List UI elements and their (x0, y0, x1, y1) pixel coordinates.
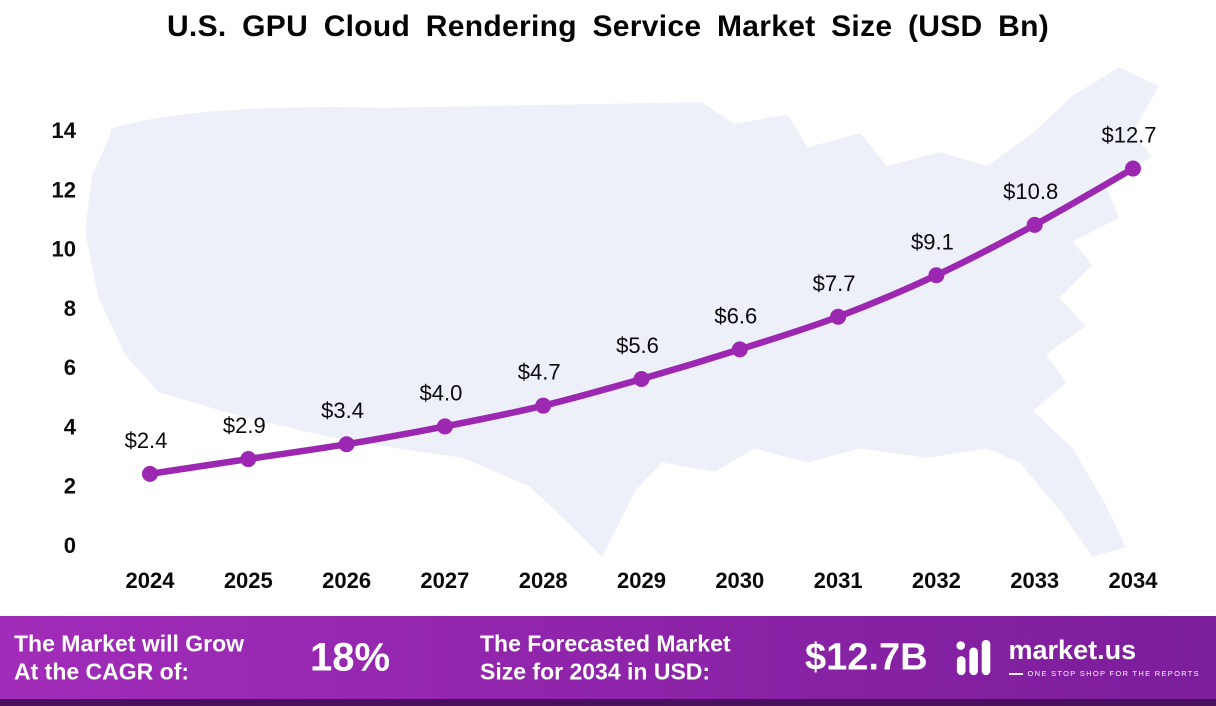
x-tick-label: 2031 (814, 568, 863, 593)
data-point (1125, 160, 1141, 177)
y-tick-label: 10 (52, 237, 76, 262)
data-point (830, 308, 847, 325)
x-tick-label: 2025 (224, 568, 273, 593)
us-map-shape (85, 67, 1159, 557)
x-tick-label: 2033 (1010, 568, 1059, 593)
cagr-label-line1: The Market will Grow (14, 629, 245, 656)
value-label: $2.9 (223, 413, 266, 438)
data-point (1026, 216, 1043, 233)
value-label: $6.6 (714, 303, 757, 328)
value-label: $3.4 (321, 398, 364, 423)
value-label: $12.7 (1101, 123, 1156, 148)
chart-container: U.S. GPU Cloud Rendering Service Market … (52, 10, 1159, 593)
brand-name: market.us (1008, 635, 1137, 665)
market-size-line (146, 165, 1137, 478)
data-point (142, 465, 158, 482)
brand-text: market.us ONE STOP SHOP FOR THE REPORTS (1008, 635, 1200, 678)
data-point (731, 341, 748, 358)
value-label: $10.8 (1003, 179, 1058, 204)
data-point (436, 418, 453, 435)
y-tick-label: 14 (52, 118, 77, 143)
y-tick-label: 8 (64, 296, 76, 321)
value-label: $5.6 (616, 333, 659, 358)
tagline-text: ONE STOP SHOP FOR THE REPORTS (1027, 669, 1200, 678)
data-point (633, 371, 650, 387)
y-tick-label: 6 (64, 355, 76, 380)
forecast-value: $12.7B (805, 636, 928, 678)
line-chart: 0 2 4 6 8 10 12 14 2024 2025 2026 2027 2028 2029 2030 2… (52, 118, 1159, 593)
y-tick-label: 4 (64, 414, 77, 439)
y-tick-label: 2 (64, 474, 76, 499)
data-point (928, 267, 945, 284)
y-tick-label: 0 (64, 533, 76, 558)
marketus-logo-icon (955, 639, 990, 675)
x-tick-label: 2024 (126, 568, 176, 593)
x-tick-label: 2030 (715, 568, 764, 593)
cagr-value: 18% (310, 635, 391, 679)
value-label: $7.7 (813, 271, 856, 296)
forecast-label-line2: Size for 2034 in USD: (480, 658, 711, 685)
brand-tagline: ONE STOP SHOP FOR THE REPORTS (1008, 669, 1200, 678)
y-tick-label: 12 (52, 177, 76, 202)
value-label: $4.7 (518, 360, 561, 385)
data-point (240, 451, 257, 468)
value-label: $2.4 (125, 428, 168, 453)
x-tick-label: 2032 (912, 568, 961, 593)
cagr-label-line2: At the CAGR of: (14, 658, 190, 685)
x-tick-label: 2027 (420, 568, 469, 593)
tagline-dash (1008, 672, 1023, 675)
x-tick-label: 2034 (1109, 568, 1159, 593)
value-label: $4.0 (419, 380, 462, 405)
x-tick-label: 2026 (322, 568, 371, 593)
forecast-label: The Forecasted Market Size for 2034 in U… (480, 629, 731, 687)
us-map-background (85, 67, 1159, 557)
marketus-logo: market.us ONE STOP SHOP FOR THE REPORTS (953, 637, 1200, 679)
cagr-label: The Market will Grow At the CAGR of: (14, 629, 244, 687)
x-tick-label: 2029 (617, 568, 666, 593)
footer-banner: The Market will Grow At the CAGR of: 18%… (0, 616, 1216, 706)
x-tick-label: 2028 (519, 568, 568, 593)
value-label: $9.1 (911, 229, 954, 254)
forecast-label-line1: The Forecasted Market (480, 629, 731, 656)
data-point (338, 436, 355, 453)
chart-title: U.S. GPU Cloud Rendering Service Market … (166, 10, 1050, 43)
data-point (535, 397, 552, 414)
